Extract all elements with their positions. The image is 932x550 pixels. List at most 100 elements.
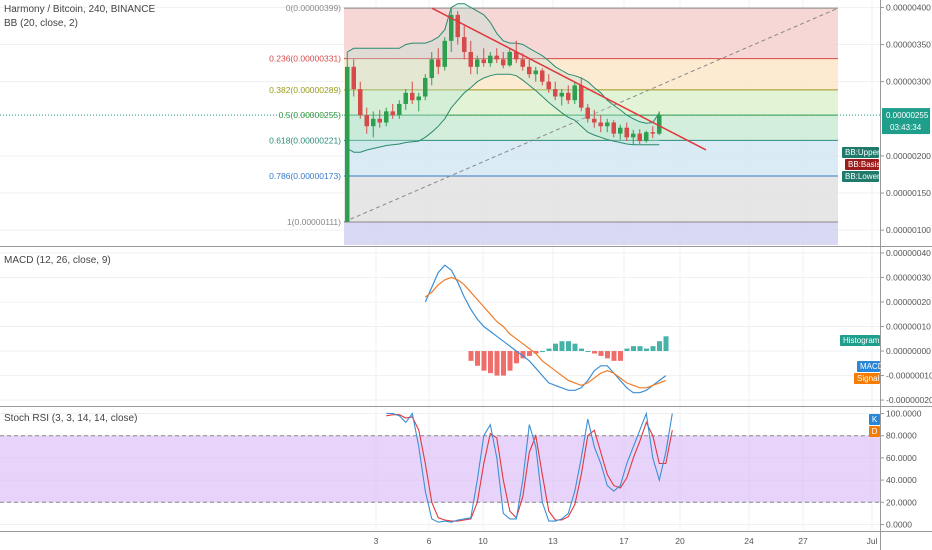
- signal-tag-bg: [854, 373, 880, 384]
- x-tick-label: 24: [744, 536, 754, 546]
- macd-histogram-bar: [468, 351, 474, 361]
- k-tag-bg: [869, 414, 880, 425]
- fib-level-label: 1(0.00000111): [287, 217, 341, 227]
- candle-body: [423, 77, 428, 97]
- candle-body: [527, 66, 532, 75]
- macd-histogram-bar: [598, 351, 604, 356]
- x-tick-label: Jul: [867, 536, 878, 546]
- candle-body: [442, 40, 447, 67]
- y-tick-label: 0.00000030: [886, 272, 931, 282]
- candle-body: [377, 118, 382, 123]
- candle-body: [624, 127, 629, 138]
- x-tick-label: 13: [548, 536, 558, 546]
- macd-histogram-bar: [533, 351, 539, 354]
- last-price-tag-bg: [882, 108, 930, 135]
- candle-body: [468, 51, 473, 67]
- macd-histogram-bar: [618, 351, 623, 361]
- candle-body: [657, 115, 662, 134]
- bb-legend[interactable]: BB (20, close, 2): [4, 18, 78, 29]
- candle-body: [410, 92, 415, 101]
- candle-body: [566, 92, 571, 101]
- downtrend-line: [431, 7, 707, 151]
- macd-histogram-bar: [507, 351, 513, 371]
- candle-body: [436, 59, 441, 67]
- candle-body: [462, 37, 467, 52]
- macd-panel: [424, 264, 669, 394]
- candle-body: [371, 118, 376, 127]
- bb-upper-tag-bg: [842, 147, 879, 158]
- macd-histogram-bar: [475, 351, 480, 366]
- macd-legend[interactable]: MACD (12, 26, close, 9): [4, 255, 111, 266]
- stoch-k-line: [386, 411, 673, 523]
- histogram-tag-bg: [840, 335, 880, 346]
- candle-body: [416, 96, 421, 101]
- candle-body: [481, 59, 486, 64]
- y-tick-label: 40.0000: [886, 475, 917, 485]
- stoch-rsi-panel: [0, 411, 880, 523]
- candle-body: [650, 132, 655, 134]
- candle-body: [585, 107, 590, 119]
- candle-body: [579, 85, 584, 108]
- macd-histogram-bar: [559, 341, 565, 352]
- signal-tag: Signal: [857, 374, 879, 383]
- macd-histogram-bar: [631, 346, 636, 352]
- fib-zone-fill: [344, 140, 838, 176]
- candle-body: [553, 89, 558, 97]
- y-tick-label: 100.0000: [886, 409, 922, 419]
- bb-lower-line: [347, 73, 660, 153]
- x-tick-label: 3: [374, 536, 379, 546]
- candle-body: [637, 133, 642, 142]
- candle-body: [533, 70, 538, 75]
- fib-level-label: 0.236(0.00000331): [269, 54, 341, 64]
- bb-lower-tag: BB:Lower: [845, 172, 880, 181]
- candle-body: [429, 59, 434, 78]
- candle-body: [572, 85, 577, 101]
- y-tick-label: 0.00000100: [886, 225, 931, 235]
- macd-histogram-bar: [650, 346, 656, 352]
- macd-histogram-bar: [663, 336, 669, 352]
- candle-body: [403, 92, 408, 104]
- x-tick-label: 6: [427, 536, 432, 546]
- candle-body: [592, 118, 597, 123]
- candle-body: [507, 51, 512, 66]
- fib-level-label: 0.382(0.00000289): [269, 85, 341, 95]
- candle-body: [351, 66, 356, 90]
- candle-body: [605, 122, 610, 127]
- k-tag: K: [872, 415, 878, 424]
- bb-lower-tag-bg: [842, 171, 879, 182]
- y-tick-label: 0.00000000: [886, 346, 931, 356]
- y-tick-label: 0.00000020: [886, 297, 931, 307]
- macd-histogram-bar: [611, 351, 617, 361]
- macd-histogram-bar: [540, 351, 545, 353]
- last-price-label: 0.00000255: [886, 111, 929, 120]
- trend-drawings: [431, 7, 707, 151]
- candle-body: [618, 127, 623, 134]
- candle-body: [514, 51, 519, 60]
- macd-histogram-bar: [605, 351, 610, 359]
- macd-histogram-bar: [585, 351, 591, 353]
- candle-body: [611, 122, 616, 134]
- candle-body: [397, 103, 402, 116]
- macd-histogram-bar: [546, 348, 552, 352]
- macd-histogram-bar: [579, 348, 584, 352]
- symbol-title[interactable]: Harmony / Bitcoin, 240, BINANCE: [4, 4, 156, 15]
- candle-body: [559, 92, 564, 97]
- macd-histogram-bar: [501, 351, 506, 376]
- candle-body: [449, 14, 454, 41]
- axis-tags: 0.00000255 03:43:34 BB:Upper BB:Basis BB:Low…: [840, 108, 930, 437]
- y-tick-label: 0.00000040: [886, 248, 931, 258]
- candle-body: [540, 70, 545, 82]
- x-tick-label: 10: [478, 536, 488, 546]
- y-tick-label: 0.00000150: [886, 188, 931, 198]
- macd-histogram-bar: [572, 343, 578, 352]
- macd-histogram-bar: [527, 351, 532, 356]
- fib-zone-fill: [344, 221, 838, 245]
- bb-upper-tag: BB:Upper: [845, 148, 880, 157]
- y-tick-label: 0.00000400: [886, 2, 931, 12]
- candle-body: [475, 59, 480, 67]
- x-tick-label: 17: [619, 536, 629, 546]
- stoch-legend[interactable]: Stoch RSI (3, 3, 14, 14, close): [4, 413, 138, 424]
- macd-histogram-bar: [624, 348, 630, 352]
- y-tick-label: -0.00000020: [886, 395, 932, 405]
